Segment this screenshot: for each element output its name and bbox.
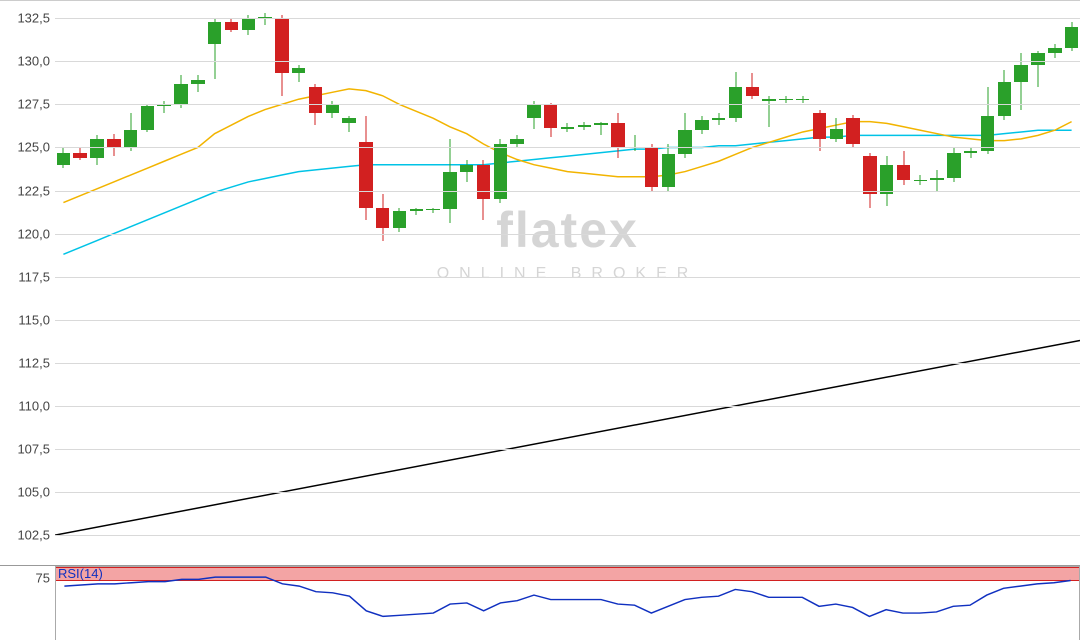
grid-line — [55, 363, 1080, 364]
rsi-overbought-band — [56, 567, 1079, 581]
candle — [324, 1, 341, 561]
candle — [425, 1, 442, 561]
candle — [391, 1, 408, 561]
candle — [357, 1, 374, 561]
candle — [72, 1, 89, 561]
grid-line — [55, 234, 1080, 235]
candle — [576, 1, 593, 561]
rsi-label: RSI(14) — [58, 566, 103, 581]
candle — [492, 1, 509, 561]
candle — [55, 1, 72, 561]
candle — [643, 1, 660, 561]
candle — [156, 1, 173, 561]
candle — [458, 1, 475, 561]
grid-line — [55, 277, 1080, 278]
candle — [1030, 1, 1047, 561]
candle — [408, 1, 425, 561]
rsi-y-tick-label: 75 — [0, 570, 54, 585]
candle — [509, 1, 526, 561]
candle — [341, 1, 358, 561]
candle — [1063, 1, 1080, 561]
candle — [105, 1, 122, 561]
grid-line — [55, 535, 1080, 536]
candle — [441, 1, 458, 561]
grid-line — [55, 18, 1080, 19]
grid-line — [55, 492, 1080, 493]
candle — [811, 1, 828, 561]
candle — [761, 1, 778, 561]
y-axis-tick-label: 125,0 — [0, 140, 54, 155]
y-axis-tick-label: 115,0 — [0, 312, 54, 327]
candle — [727, 1, 744, 561]
y-axis-tick-label: 107,5 — [0, 442, 54, 457]
y-axis-tick-label: 102,5 — [0, 528, 54, 543]
grid-line — [55, 104, 1080, 105]
rsi-plot-area — [55, 566, 1080, 640]
y-axis-tick-label: 110,0 — [0, 398, 54, 413]
candle — [374, 1, 391, 561]
candle — [828, 1, 845, 561]
grid-line — [55, 61, 1080, 62]
y-axis-tick-label: 117,5 — [0, 269, 54, 284]
candle — [559, 1, 576, 561]
main-candlestick-chart: flatex ONLINE BROKER 102,5 105,0 107,5 110,… — [0, 0, 1080, 561]
grid-line — [55, 320, 1080, 321]
rsi-indicator-panel: RSI(14) 75 — [0, 565, 1080, 640]
grid-line — [55, 449, 1080, 450]
candle — [626, 1, 643, 561]
candle — [794, 1, 811, 561]
grid-line — [55, 406, 1080, 407]
y-axis-tick-label: 130,0 — [0, 54, 54, 69]
candle — [542, 1, 559, 561]
y-axis-tick-label: 127,5 — [0, 97, 54, 112]
candle — [895, 1, 912, 561]
candle — [979, 1, 996, 561]
candle — [475, 1, 492, 561]
candle — [946, 1, 963, 561]
candle — [89, 1, 106, 561]
candle — [660, 1, 677, 561]
candle — [677, 1, 694, 561]
candle — [912, 1, 929, 561]
grid-line — [55, 191, 1080, 192]
y-axis-tick-label: 112,5 — [0, 355, 54, 370]
candle — [593, 1, 610, 561]
candle — [710, 1, 727, 561]
candle — [1046, 1, 1063, 561]
y-axis-tick-label: 105,0 — [0, 485, 54, 500]
candle — [206, 1, 223, 561]
candle — [223, 1, 240, 561]
candle — [962, 1, 979, 561]
main-plot-area: flatex ONLINE BROKER — [55, 1, 1080, 561]
candle — [996, 1, 1013, 561]
candle — [273, 1, 290, 561]
y-axis-tick-label: 132,5 — [0, 11, 54, 26]
candle — [257, 1, 274, 561]
candle — [1013, 1, 1030, 561]
candle — [778, 1, 795, 561]
candle — [290, 1, 307, 561]
candle — [929, 1, 946, 561]
y-axis-tick-label: 120,0 — [0, 226, 54, 241]
candle — [610, 1, 627, 561]
grid-line — [55, 147, 1080, 148]
candle — [525, 1, 542, 561]
candle — [878, 1, 895, 561]
candle — [189, 1, 206, 561]
candle — [694, 1, 711, 561]
y-axis-tick-label: 122,5 — [0, 183, 54, 198]
candle — [307, 1, 324, 561]
candle — [845, 1, 862, 561]
candle — [139, 1, 156, 561]
candle — [173, 1, 190, 561]
chart-container: flatex ONLINE BROKER 102,5 105,0 107,5 110,… — [0, 0, 1080, 640]
candle — [744, 1, 761, 561]
candle — [240, 1, 257, 561]
candle — [122, 1, 139, 561]
candle — [862, 1, 879, 561]
